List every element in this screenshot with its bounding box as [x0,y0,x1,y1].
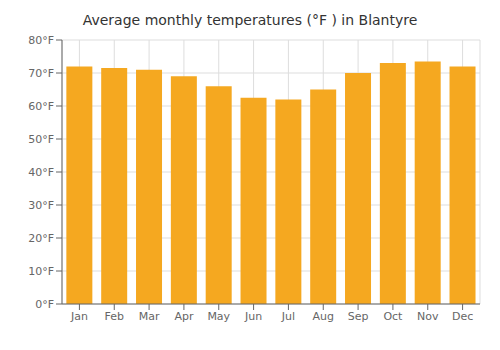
svg-text:50°F: 50°F [28,133,54,146]
svg-text:Dec: Dec [452,310,473,323]
svg-text:Nov: Nov [417,310,439,323]
svg-text:May: May [207,310,230,323]
svg-text:20°F: 20°F [28,232,54,245]
svg-text:Mar: Mar [139,310,160,323]
svg-text:40°F: 40°F [28,166,54,179]
svg-text:30°F: 30°F [28,199,54,212]
svg-text:Jun: Jun [244,310,262,323]
svg-text:0°F: 0°F [35,298,54,311]
svg-text:Oct: Oct [383,310,403,323]
svg-text:Feb: Feb [105,310,124,323]
svg-text:80°F: 80°F [28,34,54,47]
svg-text:Aug: Aug [313,310,334,323]
svg-text:Sep: Sep [348,310,369,323]
svg-text:Jan: Jan [70,310,88,323]
svg-text:60°F: 60°F [28,100,54,113]
svg-text:Jul: Jul [281,310,295,323]
svg-text:10°F: 10°F [28,265,54,278]
html-text:Average monthly temperatures (: Average monthly temperatures (°F ) in Bl… [82,12,418,28]
svg-text:70°F: 70°F [28,67,54,80]
svg-text:Apr: Apr [174,310,194,323]
